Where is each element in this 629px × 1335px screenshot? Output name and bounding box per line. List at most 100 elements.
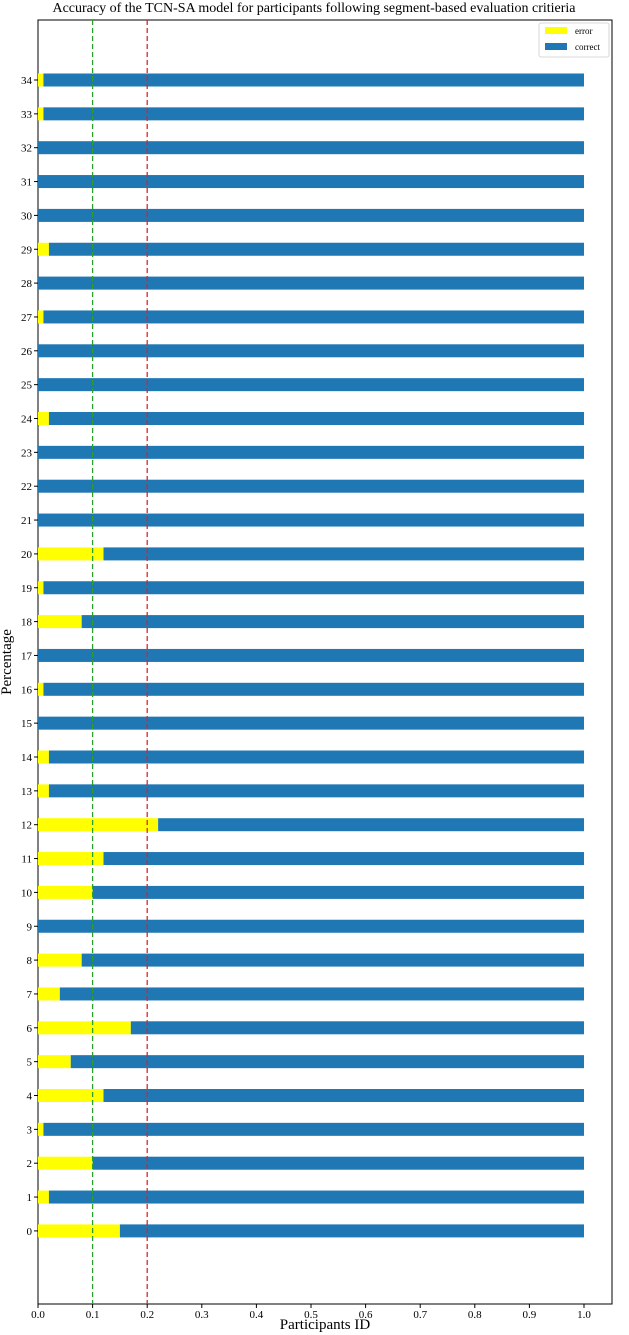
bar-correct-6 — [130, 1021, 584, 1035]
y-tick-label-25: 25 — [21, 380, 33, 392]
y-tick-label-14: 14 — [21, 752, 33, 764]
y-axis-ticks: 0123456789101112131415161718192021222324… — [21, 75, 38, 1238]
bar-error-5 — [38, 1055, 71, 1069]
legend: error correct — [538, 22, 610, 58]
bar-correct-11 — [103, 852, 585, 866]
bar-correct-0 — [119, 1224, 585, 1238]
bar-correct-9 — [38, 919, 584, 933]
bar-correct-8 — [81, 953, 585, 967]
y-tick-label-22: 22 — [21, 481, 32, 493]
bars-layer — [38, 73, 585, 1238]
legend-swatch-correct — [545, 43, 567, 50]
legend-label-error: error — [575, 26, 593, 36]
x-tick-label-0.1: 0.1 — [86, 1309, 100, 1321]
bar-error-27 — [38, 310, 44, 324]
bar-error-4 — [38, 1089, 104, 1102]
x-tick-label-0.5: 0.5 — [304, 1309, 318, 1321]
y-tick-label-34: 34 — [21, 75, 33, 87]
bar-correct-16 — [43, 682, 584, 696]
bar-correct-22 — [38, 479, 584, 493]
bar-correct-3 — [43, 1122, 584, 1136]
bar-correct-4 — [103, 1089, 585, 1102]
y-tick-label-11: 11 — [21, 854, 32, 866]
bar-correct-18 — [81, 615, 585, 629]
y-tick-label-31: 31 — [21, 177, 32, 189]
x-tick-label-0.9: 0.9 — [523, 1309, 537, 1321]
bar-error-8 — [38, 953, 82, 967]
bar-error-20 — [38, 547, 104, 561]
bar-error-14 — [38, 750, 49, 764]
bar-correct-21 — [38, 513, 584, 527]
y-tick-label-23: 23 — [21, 447, 33, 459]
bar-error-10 — [38, 885, 93, 899]
y-tick-label-33: 33 — [21, 109, 33, 121]
bar-correct-32 — [38, 141, 584, 155]
bar-correct-12 — [158, 818, 584, 832]
legend-label-correct: correct — [575, 42, 600, 52]
bar-correct-2 — [92, 1156, 584, 1170]
bar-correct-5 — [70, 1055, 584, 1069]
bar-error-33 — [38, 107, 44, 121]
y-tick-label-19: 19 — [21, 583, 33, 595]
y-tick-label-30: 30 — [21, 210, 33, 222]
x-tick-label-0.7: 0.7 — [413, 1309, 427, 1321]
bar-correct-25 — [38, 378, 584, 392]
bar-correct-20 — [103, 547, 585, 561]
bar-error-29 — [38, 242, 49, 256]
bar-error-24 — [38, 412, 49, 425]
x-tick-label-0.2: 0.2 — [140, 1309, 154, 1321]
y-tick-label-0: 0 — [27, 1226, 33, 1238]
bar-error-0 — [38, 1224, 120, 1238]
chart-title: Accuracy of the TCN-SA model for partici… — [52, 1, 576, 16]
y-tick-label-18: 18 — [21, 617, 33, 629]
bar-error-16 — [38, 682, 44, 696]
bar-error-19 — [38, 581, 44, 595]
y-tick-label-17: 17 — [21, 650, 33, 662]
bar-correct-7 — [59, 987, 584, 1001]
bar-error-11 — [38, 852, 104, 866]
bar-correct-29 — [48, 242, 585, 256]
bar-correct-15 — [38, 716, 584, 730]
bar-correct-34 — [43, 73, 584, 87]
x-tick-label-0.4: 0.4 — [250, 1309, 264, 1321]
y-tick-label-5: 5 — [27, 1057, 33, 1069]
bar-error-6 — [38, 1021, 131, 1035]
bar-correct-17 — [38, 648, 584, 662]
y-tick-label-2: 2 — [27, 1158, 33, 1170]
y-tick-label-1: 1 — [27, 1192, 33, 1204]
bar-correct-31 — [38, 175, 584, 189]
reference-lines-layer — [91, 20, 148, 1304]
x-axis-label: Participants ID — [280, 1317, 371, 1333]
x-tick-label-0.8: 0.8 — [468, 1309, 482, 1321]
x-tick-label-1.0: 1.0 — [577, 1309, 591, 1321]
bar-correct-1 — [48, 1190, 585, 1204]
y-tick-label-9: 9 — [27, 921, 33, 933]
y-tick-label-27: 27 — [21, 312, 33, 324]
y-tick-label-32: 32 — [21, 143, 32, 155]
bar-error-7 — [38, 987, 60, 1001]
y-tick-label-10: 10 — [21, 887, 33, 899]
y-tick-label-15: 15 — [21, 718, 33, 730]
bar-error-12 — [38, 818, 159, 832]
y-tick-label-21: 21 — [21, 515, 32, 527]
y-tick-label-26: 26 — [21, 346, 33, 358]
plot-frame — [37, 19, 613, 1305]
bar-correct-28 — [38, 276, 584, 290]
x-tick-label-0.3: 0.3 — [195, 1309, 209, 1321]
y-tick-label-24: 24 — [21, 414, 33, 426]
legend-swatch-error — [545, 27, 567, 34]
y-tick-label-4: 4 — [27, 1091, 33, 1103]
bar-error-34 — [38, 73, 44, 87]
bar-correct-27 — [43, 310, 584, 324]
y-tick-label-8: 8 — [27, 955, 33, 967]
bar-correct-24 — [48, 412, 585, 425]
y-tick-label-29: 29 — [21, 244, 33, 256]
y-tick-label-28: 28 — [21, 278, 33, 290]
bar-correct-23 — [38, 445, 584, 459]
y-tick-label-16: 16 — [21, 684, 33, 696]
x-tick-label-0.0: 0.0 — [31, 1309, 45, 1321]
bar-correct-30 — [38, 208, 584, 222]
bar-correct-26 — [38, 344, 584, 358]
bar-correct-14 — [48, 750, 585, 764]
